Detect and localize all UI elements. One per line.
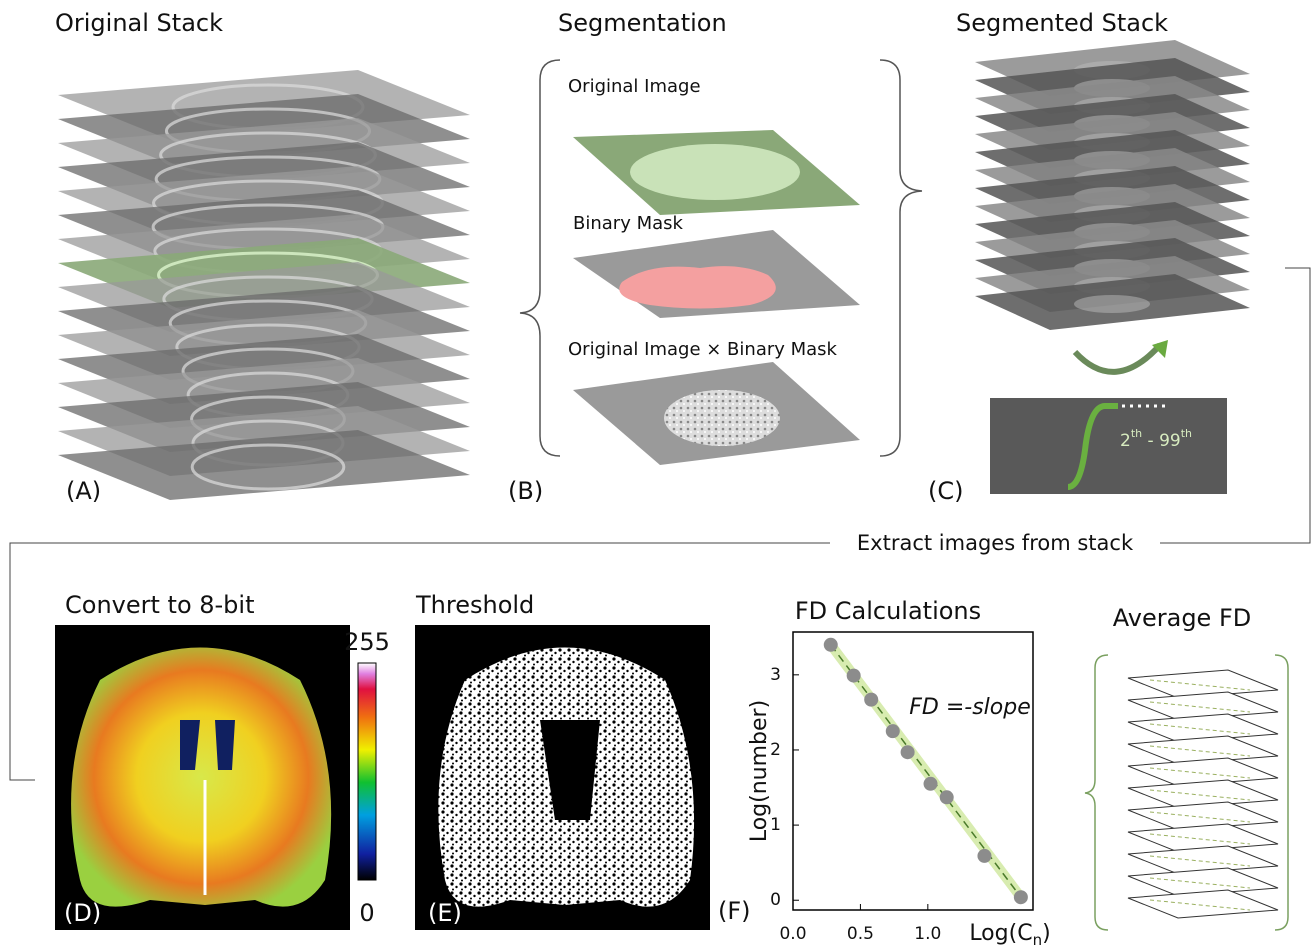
point <box>940 790 954 804</box>
heatmap-brain <box>71 648 331 907</box>
panel-label: (E) <box>428 899 462 927</box>
point <box>924 777 938 791</box>
original-stack <box>58 70 470 500</box>
x-tick-label: 0.5 <box>847 924 874 944</box>
range-text: 2 <box>1120 431 1131 451</box>
panel-e <box>415 625 710 930</box>
panel-label: (D) <box>64 899 101 927</box>
y-tick-label: 0 <box>770 890 781 910</box>
step-label: Original Image × Binary Mask <box>568 339 838 360</box>
colorbar-label: 0 <box>359 899 374 927</box>
mask <box>619 266 776 308</box>
y-tick-label: 3 <box>770 665 781 685</box>
range-text: - 99 <box>1142 431 1181 451</box>
step-label: Original Image <box>568 76 701 97</box>
x-label-sub: n <box>1033 931 1043 948</box>
point <box>977 849 991 863</box>
point <box>864 693 878 707</box>
panel-label: (C) <box>928 477 963 505</box>
panel-title: Segmentation <box>558 9 727 37</box>
point <box>824 638 838 652</box>
panel-label: (B) <box>508 477 543 505</box>
brace <box>880 60 922 456</box>
average-fd <box>1085 655 1288 930</box>
x-tick-label: 1.0 <box>914 924 941 944</box>
panel-d <box>55 625 376 930</box>
range-sup: th <box>1131 427 1142 440</box>
step-label: Binary Mask <box>573 213 684 234</box>
normalize: 2th - 99th <box>990 340 1227 494</box>
x-axis-label: Log(Cn) <box>969 921 1050 948</box>
panel-title: Threshold <box>415 591 534 619</box>
point <box>847 669 861 683</box>
y-axis-label: Log(number) <box>747 700 772 842</box>
figure: 2th - 99th Extract images from stack 012… <box>0 0 1313 948</box>
panel-title: Original Stack <box>55 9 223 37</box>
range-sup: th <box>1181 427 1192 440</box>
brace <box>520 60 560 456</box>
brace <box>1085 655 1108 930</box>
x-tick-label: 0.0 <box>779 924 806 944</box>
segmented-stack <box>975 40 1250 330</box>
x-label-text: ) <box>1042 921 1051 946</box>
brace <box>1275 655 1288 930</box>
connector-label: Extract images from stack <box>857 531 1134 555</box>
segmentation <box>520 60 922 465</box>
histogram-box <box>990 398 1227 494</box>
panel-title: Average FD <box>1113 604 1251 632</box>
panel-label: (F) <box>718 897 751 925</box>
panel-label: (A) <box>66 477 101 505</box>
brain-slice <box>630 144 800 200</box>
panel-title: Segmented Stack <box>956 9 1168 37</box>
colorbar <box>358 663 376 880</box>
annotation: FD =-slope <box>909 695 1031 720</box>
chart-title: FD Calculations <box>795 597 981 625</box>
point <box>901 745 915 759</box>
point <box>1014 890 1028 904</box>
fd-plane <box>1128 890 1278 918</box>
arrow <box>1075 345 1160 372</box>
brain-slice <box>1074 295 1150 313</box>
panel-title: Convert to 8-bit <box>65 591 255 619</box>
masked-brain <box>664 390 780 446</box>
colorbar-label: 255 <box>344 628 390 656</box>
x-label-text: Log(C <box>969 921 1032 946</box>
point <box>886 724 900 738</box>
